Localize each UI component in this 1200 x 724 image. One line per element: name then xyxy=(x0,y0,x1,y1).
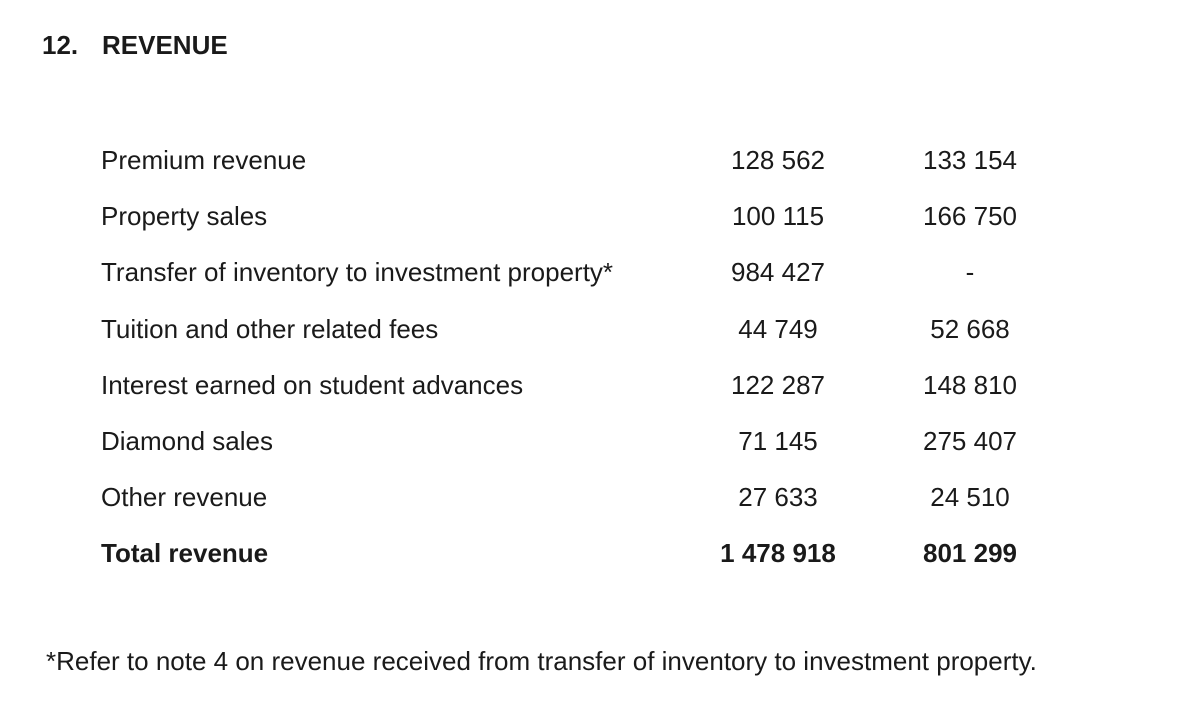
prior-year-value: 24 510 xyxy=(930,482,1010,512)
table-row: Premium revenue 128 562 133 154 xyxy=(0,140,1200,180)
prior-year-value: 148 810 xyxy=(923,370,1017,400)
current-year-value: 27 633 xyxy=(738,482,818,512)
row-label: Diamond sales xyxy=(101,426,273,456)
current-year-value: 122 287 xyxy=(731,370,825,400)
current-year-value: 984 427 xyxy=(731,257,825,287)
prior-year-value: 166 750 xyxy=(923,201,1017,231)
total-row: Total revenue 1 478 918 801 299 xyxy=(0,533,1200,573)
row-label: Tuition and other related fees xyxy=(101,314,439,344)
current-year-value: 100 115 xyxy=(731,201,825,231)
row-label: Transfer of inventory to investment prop… xyxy=(101,257,614,287)
prior-year-value: - xyxy=(965,257,975,287)
row-label: Property sales xyxy=(101,201,268,231)
row-label: Interest earned on student advances xyxy=(101,370,524,400)
section-title: REVENUE xyxy=(102,30,228,60)
table-row: Interest earned on student advances 122 … xyxy=(0,365,1200,405)
current-year-value: 71 145 xyxy=(738,426,818,456)
current-year-value: 128 562 xyxy=(731,145,825,175)
current-year-value: 44 749 xyxy=(738,314,818,344)
table-row: Property sales 100 115 166 750 xyxy=(0,196,1200,236)
row-label: Premium revenue xyxy=(101,145,307,175)
prior-year-value: 133 154 xyxy=(923,145,1017,175)
table-row: Transfer of inventory to investment prop… xyxy=(0,252,1200,292)
total-label: Total revenue xyxy=(101,538,269,568)
total-prior-year-value: 801 299 xyxy=(923,538,1017,568)
table-row: Diamond sales 71 145 275 407 xyxy=(0,421,1200,461)
table-row: Tuition and other related fees 44 749 52… xyxy=(0,309,1200,349)
table-row: Other revenue 27 633 24 510 xyxy=(0,477,1200,517)
section-number: 12. xyxy=(42,30,79,60)
section-heading: 12. REVENUE xyxy=(42,30,228,61)
prior-year-value: 275 407 xyxy=(923,426,1017,456)
total-current-year-value: 1 478 918 xyxy=(720,538,836,568)
footnote: *Refer to note 4 on revenue received fro… xyxy=(46,646,1037,676)
prior-year-value: 52 668 xyxy=(930,314,1010,344)
row-label: Other revenue xyxy=(101,482,268,512)
